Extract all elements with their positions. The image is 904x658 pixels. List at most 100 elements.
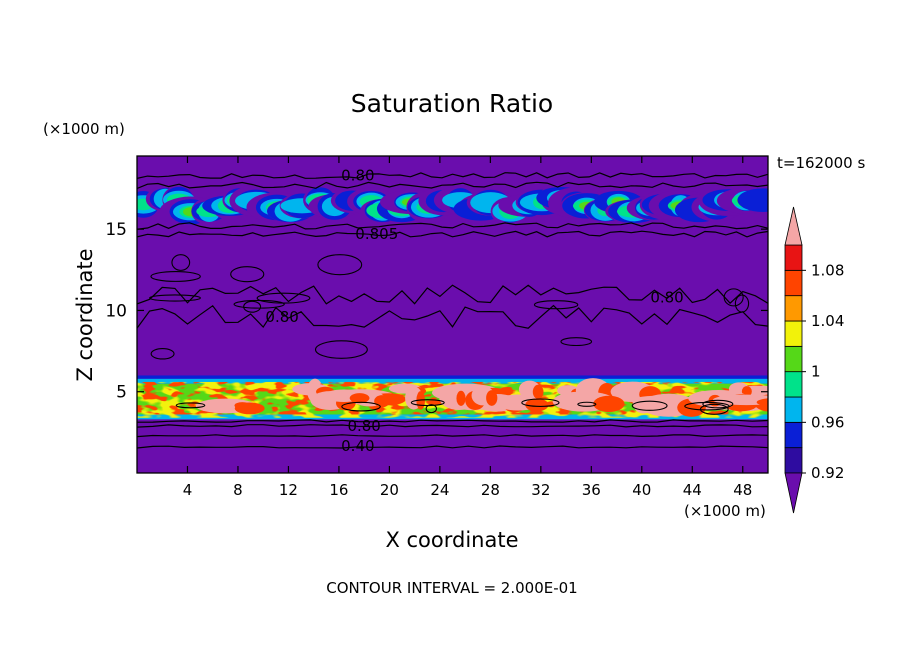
contour-lines — [137, 172, 768, 449]
y-tick-label: 10 — [105, 301, 127, 321]
contour-line — [137, 284, 768, 305]
y-tick-label: 15 — [105, 220, 127, 240]
contour-label: 0.80 — [341, 167, 374, 185]
contour-loop — [314, 340, 368, 359]
contour-label: 0.805 — [355, 225, 398, 243]
contour-label: 0.80 — [265, 308, 298, 326]
contour-line — [137, 181, 768, 190]
x-tick-label: 12 — [279, 481, 298, 499]
x-tick-label: 28 — [481, 481, 500, 499]
colorbar-bin — [784, 269, 803, 297]
field-cell — [593, 395, 625, 413]
contour-loop — [233, 299, 285, 309]
field-cell — [486, 390, 498, 406]
contour-loop — [533, 300, 579, 310]
contour-interval-footer: CONTOUR INTERVAL = 2.000E-01 — [326, 579, 577, 597]
colorbar-bin — [784, 320, 803, 347]
contour-loop — [150, 271, 201, 282]
colorbar-bin — [784, 295, 803, 322]
field-cell — [374, 395, 390, 408]
plot-frame — [136, 155, 769, 474]
y-axis-label: Z coordinate — [73, 248, 97, 381]
contour-loop — [341, 401, 381, 412]
x-tick-label: 4 — [183, 481, 193, 499]
x-tick-label: 40 — [632, 481, 651, 499]
contour-labels: 0.80 0.805 0.80 0.80 0.80 0.40 — [265, 167, 683, 456]
x-unit-label: (×1000 m) — [684, 502, 766, 520]
field-cell — [532, 384, 544, 399]
contour-loop — [684, 401, 730, 411]
colorbar-bin — [784, 244, 803, 271]
colorbar-tick-label: 0.92 — [811, 464, 844, 482]
contour-loop — [317, 254, 363, 276]
chart-title: Saturation Ratio — [351, 89, 553, 118]
contour-line — [137, 434, 768, 438]
contour-line — [137, 304, 768, 329]
contour-loop — [425, 404, 438, 414]
contour-loop — [521, 398, 560, 407]
x-tick-label: 44 — [683, 481, 702, 499]
colorbar-tick-label: 1.04 — [811, 312, 844, 330]
contour-line — [137, 172, 768, 179]
contour-loop — [171, 254, 191, 271]
contour-label: 0.40 — [341, 437, 374, 455]
contour-loop — [631, 400, 668, 411]
x-tick-label: 24 — [430, 481, 449, 499]
contour-line — [137, 222, 768, 230]
upper-moist-layer — [137, 181, 768, 227]
contour-loop — [230, 266, 265, 283]
saturation-field — [137, 181, 768, 420]
contour-loop — [734, 294, 750, 313]
x-tick-label: 36 — [582, 481, 601, 499]
contour-loop — [577, 401, 597, 407]
plot-area — [137, 156, 768, 473]
field-cell — [456, 390, 466, 406]
field-cell — [525, 398, 549, 412]
y-tick-label: 5 — [116, 383, 127, 403]
x-axis-ticks: 4 8 12 16 20 24 28 32 36 40 44 48 — [183, 156, 752, 499]
contour-loop — [702, 399, 734, 409]
contour-loop — [243, 300, 262, 313]
contour-loop — [175, 402, 206, 409]
colorbar-tick-label: 0.96 — [811, 413, 844, 431]
field-cell — [737, 188, 768, 212]
contour-label: 0.80 — [347, 417, 380, 435]
contour-line — [137, 424, 768, 428]
colorbar-max-arrow — [784, 206, 803, 246]
colorbar-bin — [784, 396, 803, 423]
lower-cloud-layer — [137, 375, 768, 420]
contour-line — [137, 445, 768, 449]
contour-line — [137, 419, 768, 423]
field-cell — [137, 378, 768, 384]
field-cell — [741, 386, 752, 397]
contour-loop — [149, 294, 201, 302]
y-axis-ticks: 5 10 15 — [105, 220, 768, 403]
field-cell — [712, 394, 768, 406]
colorbar-bin — [784, 371, 803, 398]
colorbar-tick-label: 1.08 — [811, 261, 844, 279]
colorbar-bin — [784, 421, 803, 449]
contour-loop — [723, 288, 744, 307]
field-cell — [756, 398, 768, 407]
contour-loop — [150, 348, 175, 360]
colorbar-bin — [784, 345, 803, 373]
x-tick-label: 32 — [531, 481, 550, 499]
contour-loop — [410, 399, 445, 407]
colorbar-tick-label: 1 — [811, 363, 821, 381]
contour-loop — [560, 337, 593, 347]
time-label: t=162000 s — [777, 154, 865, 172]
colorbar: 0.92 0.96 1 1.04 1.08 — [784, 206, 844, 514]
x-tick-label: 16 — [329, 481, 348, 499]
field-cell — [137, 375, 768, 379]
x-tick-label: 48 — [733, 481, 752, 499]
x-tick-label: 8 — [233, 481, 243, 499]
colorbar-bin — [784, 447, 803, 474]
field-cell — [234, 402, 251, 409]
x-axis-label: X coordinate — [385, 528, 518, 552]
colorbar-min-arrow — [784, 472, 803, 514]
x-tick-label: 20 — [380, 481, 399, 499]
contour-line — [137, 230, 768, 238]
contour-label: 0.80 — [650, 288, 683, 306]
